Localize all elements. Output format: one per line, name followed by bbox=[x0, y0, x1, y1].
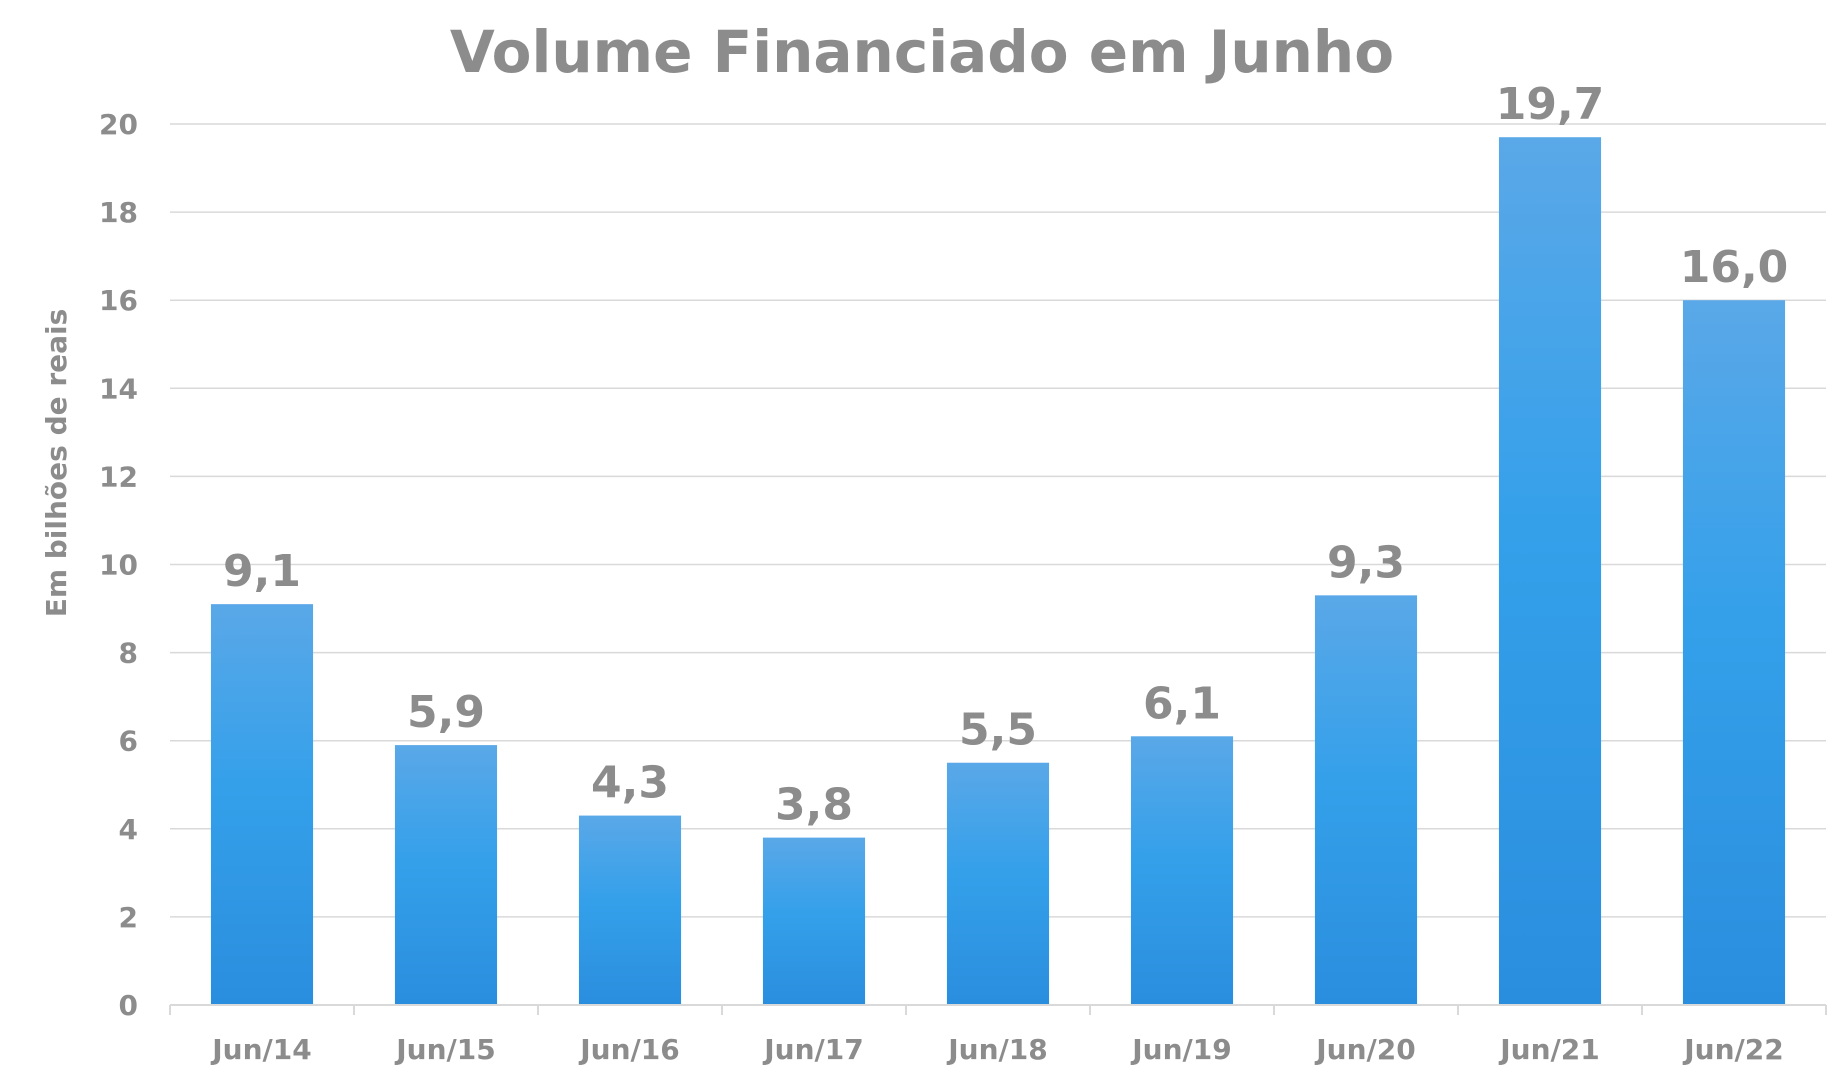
bar bbox=[210, 604, 314, 1005]
data-label: 9,1 bbox=[223, 546, 301, 597]
bar bbox=[1314, 595, 1418, 1005]
data-label: 19,7 bbox=[1496, 79, 1605, 130]
data-label: 4,3 bbox=[591, 758, 669, 809]
bar bbox=[762, 837, 866, 1005]
x-tick-label: Jun/22 bbox=[1682, 1033, 1783, 1066]
y-axis-ticks: 0 2 4 6 8 10 12 14 16 18 20 bbox=[99, 108, 138, 1022]
x-tick-label: Jun/17 bbox=[762, 1033, 863, 1066]
y-tick-label: 14 bbox=[99, 372, 138, 405]
data-label: 16,0 bbox=[1680, 242, 1789, 293]
data-label: 5,5 bbox=[959, 705, 1037, 756]
bar bbox=[1130, 736, 1234, 1005]
bar bbox=[1682, 300, 1786, 1005]
x-tick-label: Jun/21 bbox=[1498, 1033, 1599, 1066]
y-tick-label: 20 bbox=[99, 108, 138, 141]
data-labels: 9,1 5,9 4,3 3,8 5,5 6,1 9,3 19,7 16,0 bbox=[223, 79, 1788, 830]
y-tick-label: 16 bbox=[99, 284, 138, 317]
data-label: 3,8 bbox=[775, 780, 853, 831]
x-axis: Jun/14 Jun/15 Jun/16 Jun/17 Jun/18 Jun/19 Jun/… bbox=[169, 1004, 1827, 1066]
chart-title: Volume Financiado em Junho bbox=[450, 18, 1394, 86]
y-tick-label: 2 bbox=[119, 901, 138, 934]
x-tick-label: Jun/20 bbox=[1314, 1033, 1415, 1066]
bar bbox=[578, 815, 682, 1005]
x-tick-label: Jun/18 bbox=[946, 1033, 1047, 1066]
y-tick-label: 0 bbox=[119, 989, 138, 1022]
y-axis-title: Em bilhões de reais bbox=[40, 309, 73, 618]
data-label: 9,3 bbox=[1327, 537, 1405, 588]
bar bbox=[1498, 137, 1602, 1006]
y-tick-label: 6 bbox=[119, 725, 138, 758]
data-label: 5,9 bbox=[407, 687, 485, 738]
x-tick-label: Jun/19 bbox=[1130, 1033, 1231, 1066]
data-label: 6,1 bbox=[1143, 678, 1221, 729]
y-tick-label: 8 bbox=[119, 637, 138, 670]
y-tick-label: 4 bbox=[119, 813, 138, 846]
y-tick-label: 10 bbox=[99, 549, 138, 582]
bars bbox=[210, 137, 1786, 1006]
x-tick-label: Jun/16 bbox=[578, 1033, 679, 1066]
y-tick-label: 18 bbox=[99, 196, 138, 229]
x-tick-label: Jun/15 bbox=[394, 1033, 495, 1066]
bar bbox=[394, 745, 498, 1005]
y-tick-label: 12 bbox=[99, 460, 138, 493]
bar bbox=[946, 762, 1050, 1005]
x-tick-label: Jun/14 bbox=[210, 1033, 311, 1066]
